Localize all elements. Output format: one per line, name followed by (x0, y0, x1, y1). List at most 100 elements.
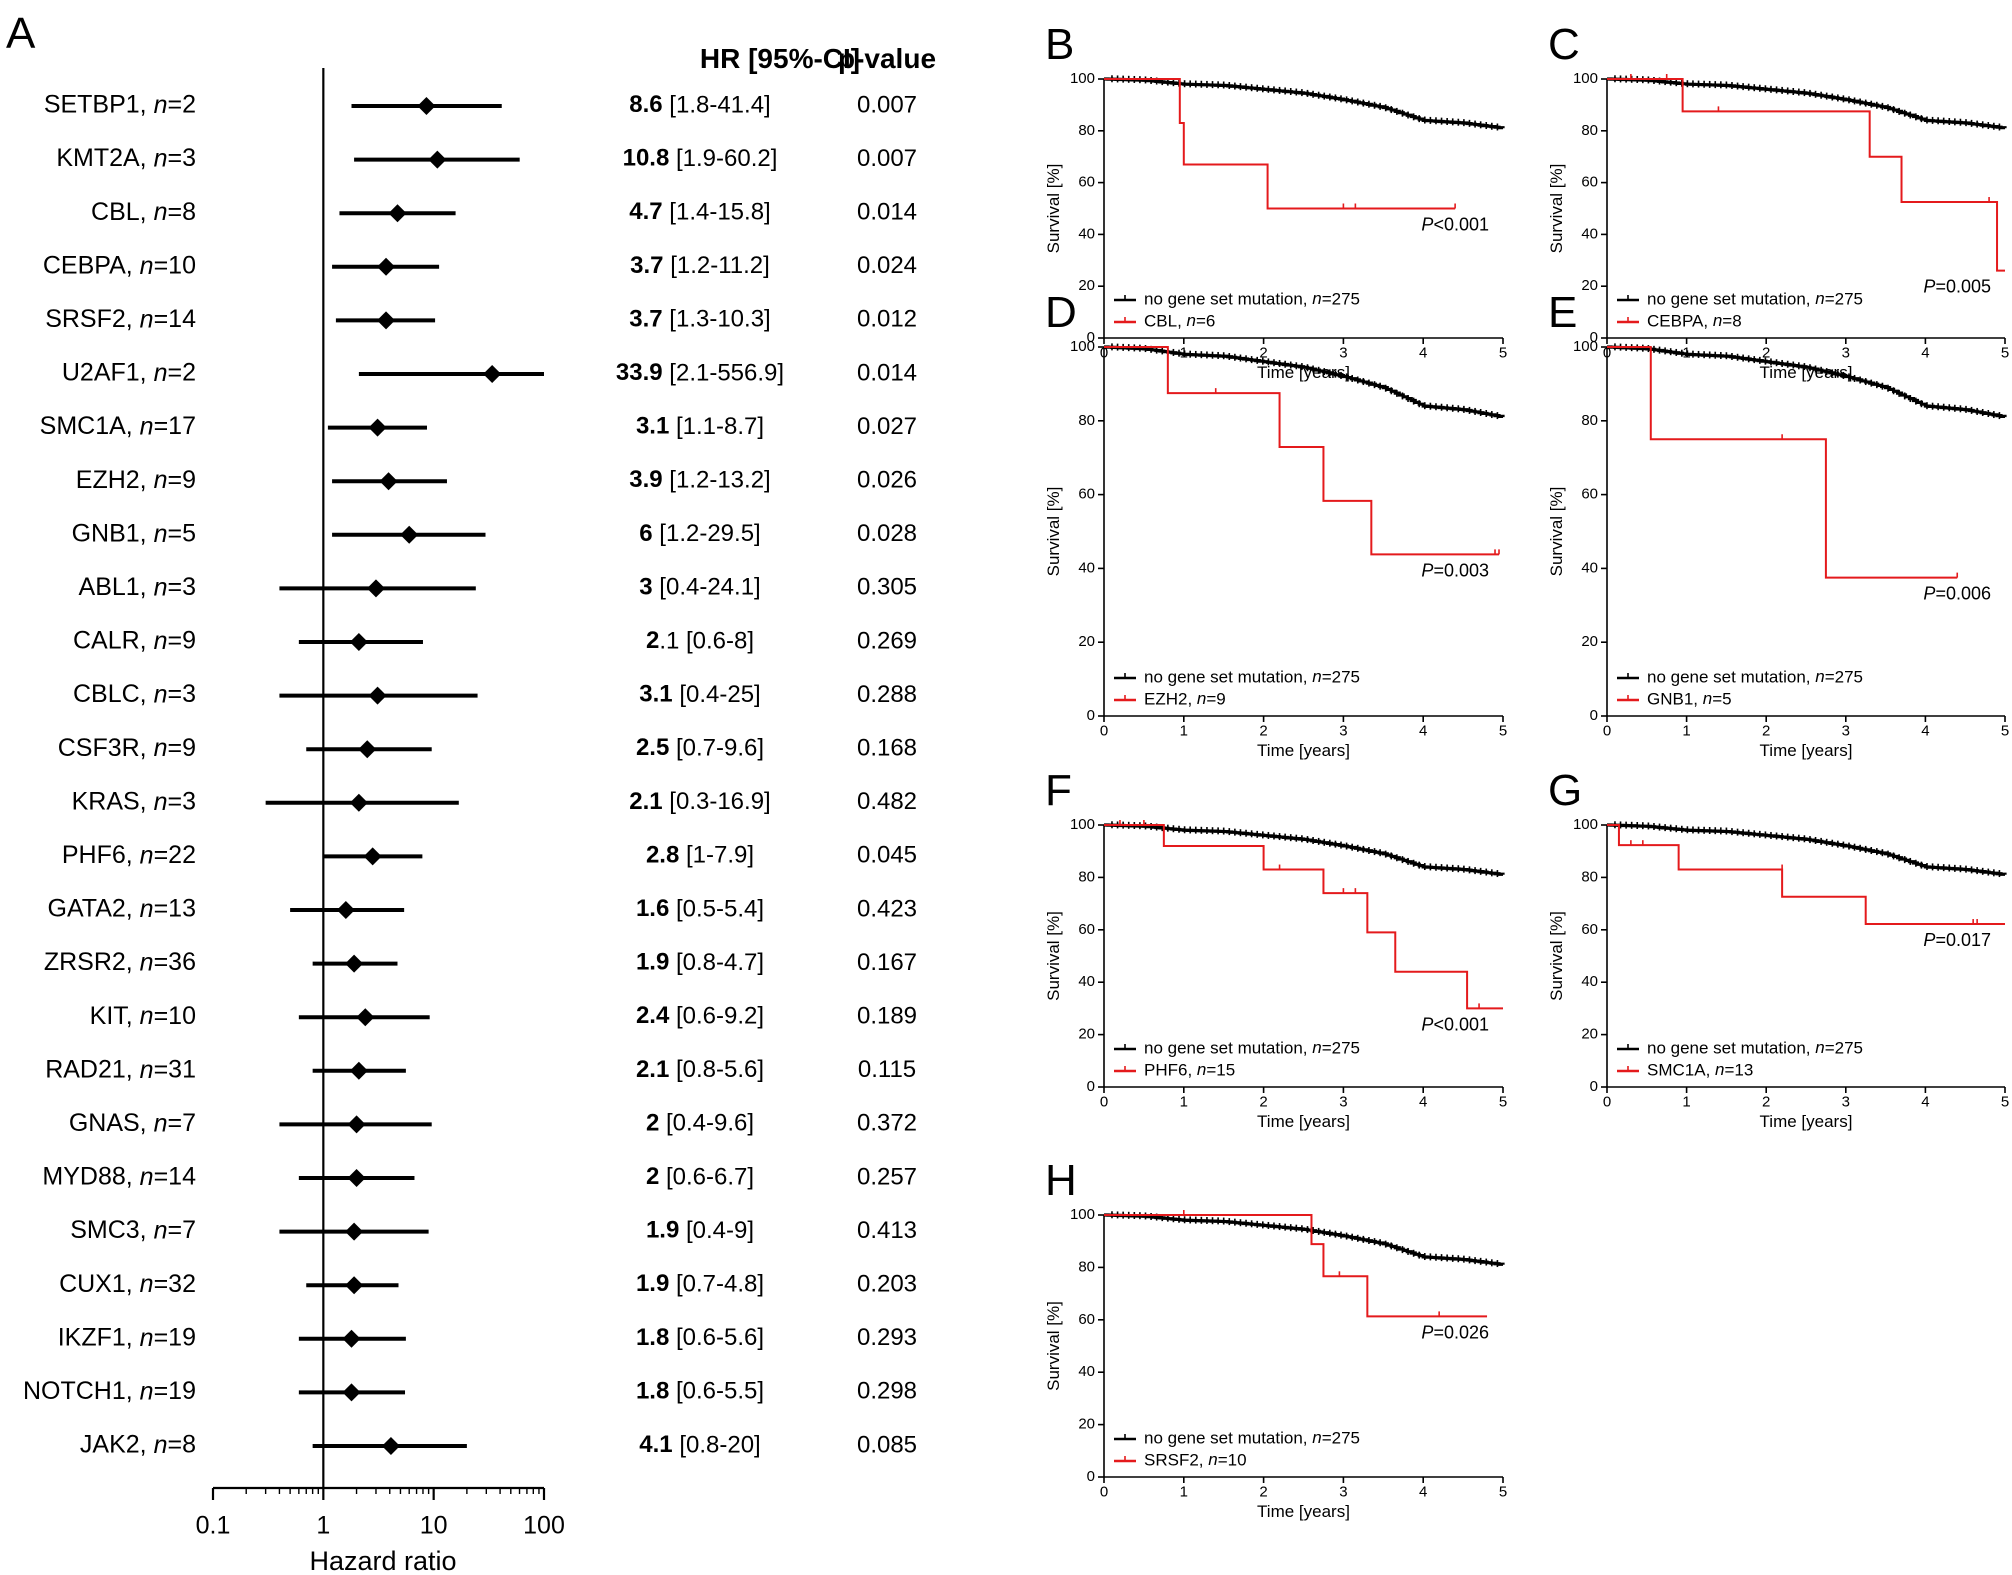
km-y-tick-label: 60 (1078, 486, 1095, 503)
km-y-tick-label: 0 (1590, 1078, 1598, 1095)
km-x-tick-label: 5 (1499, 344, 1507, 361)
hr-value: 2 [0.6-6.7] (646, 1163, 754, 1190)
km-x-tick-label: 0 (1100, 1483, 1108, 1500)
gene-label: CEBPA, n=10 (43, 251, 196, 279)
km-y-tick-label: 40 (1581, 973, 1598, 990)
forest-row: CALR, n=9 2.1 [0.6-8] 0.269 (73, 627, 917, 655)
forest-x-tick-label: 1 (316, 1512, 330, 1540)
km-legend-label: GNB1, n=5 (1647, 689, 1732, 708)
panel-letter-b: B (1045, 20, 1074, 69)
forest-x-axis-title: Hazard ratio (309, 1546, 456, 1575)
p-value: 0.189 (857, 1003, 917, 1030)
km-reference-curve (1607, 77, 2007, 130)
km-x-tick-label: 1 (1682, 722, 1690, 739)
gene-label: KMT2A, n=3 (56, 144, 196, 172)
hr-value: 2 [0.4-9.6] (646, 1110, 754, 1137)
gene-label: KRAS, n=3 (72, 787, 196, 815)
panel-a: A HR [95%-CI] p-value SETBP1, n=2 8.6 [1.… (6, 9, 936, 1575)
km-x-tick-label: 1 (1180, 1483, 1188, 1500)
hr-value: 1.9 [0.4-9] (646, 1217, 754, 1244)
km-x-tick-label: 0 (1603, 1093, 1611, 1110)
hr-value: 1.9 [0.8-4.7] (636, 949, 764, 976)
km-y-tick-label: 20 (1581, 633, 1598, 650)
km-x-tick-label: 2 (1762, 722, 1770, 739)
hr-marker (358, 740, 377, 759)
panel-letter-h: H (1045, 1156, 1077, 1205)
km-x-tick-label: 5 (1499, 1093, 1507, 1110)
hr-marker (363, 847, 382, 866)
panel-letter-c: C (1548, 20, 1580, 69)
gene-label: CBL, n=8 (91, 198, 196, 226)
hr-marker (379, 472, 398, 491)
km-legend-label: PHF6, n=15 (1144, 1060, 1235, 1079)
km-y-tick-label: 80 (1581, 868, 1598, 885)
km-y-tick-label: 20 (1581, 277, 1598, 294)
km-mutation-curve (1607, 824, 2005, 926)
forest-row: CSF3R, n=9 2.5 [0.7-9.6] 0.168 (58, 734, 917, 762)
p-value: 0.413 (857, 1217, 917, 1244)
hr-value: 1.9 [0.7-4.8] (636, 1271, 764, 1298)
hr-value: 3.1 [1.1-8.7] (636, 413, 764, 440)
km-y-tick-label: 80 (1078, 412, 1095, 429)
gene-label: CUX1, n=32 (59, 1270, 196, 1298)
km-y-tick-label: 80 (1078, 868, 1095, 885)
km-y-tick-label: 100 (1070, 816, 1095, 833)
forest-row: SRSF2, n=14 3.7 [1.3-10.3] 0.012 (45, 305, 917, 333)
km-y-axis-title: Survival [%] (1547, 164, 1566, 254)
km-legend-label: no gene set mutation, n=275 (1647, 667, 1863, 686)
p-value: 0.168 (857, 735, 917, 762)
gene-label: CALR, n=9 (73, 627, 196, 655)
gene-label: EZH2, n=9 (76, 466, 196, 494)
hr-marker (347, 1169, 366, 1187)
km-y-tick-label: 40 (1078, 225, 1095, 242)
km-y-tick-label: 60 (1581, 921, 1598, 938)
p-value: 0.203 (857, 1271, 917, 1298)
forest-row: JAK2, n=8 4.1 [0.8-20] 0.085 (80, 1431, 917, 1459)
km-y-tick-label: 80 (1581, 122, 1598, 139)
hr-value: 2.1 [0.8-5.6] (636, 1056, 764, 1083)
hr-value: 1.6 [0.5-5.4] (636, 895, 764, 922)
hr-marker (347, 1115, 366, 1134)
hr-marker (345, 954, 364, 973)
km-x-tick-label: 2 (1762, 1093, 1770, 1110)
km-y-tick-label: 80 (1581, 412, 1598, 429)
p-value: 0.372 (857, 1110, 917, 1137)
gene-label: GATA2, n=13 (48, 895, 196, 923)
km-y-tick-label: 80 (1078, 1258, 1095, 1275)
km-mutation-curve (1104, 1214, 1488, 1318)
gene-label: CBLC, n=3 (73, 680, 196, 708)
km-legend-label: SMC1A, n=13 (1647, 1060, 1753, 1079)
km-reference-curve (1104, 77, 1505, 130)
hr-marker (349, 1061, 368, 1080)
km-x-tick-label: 3 (1339, 1093, 1347, 1110)
km-mutation-curve (1104, 346, 1500, 556)
gene-label: KIT, n=10 (90, 1002, 196, 1030)
hr-marker (368, 418, 387, 437)
km-legend-label: no gene set mutation, n=275 (1144, 667, 1360, 686)
forest-x-tick-label: 100 (523, 1512, 565, 1540)
km-y-tick-label: 0 (1590, 329, 1598, 346)
km-x-tick-label: 5 (1499, 722, 1507, 739)
km-x-axis-title: Time [years] (1760, 363, 1853, 382)
km-y-tick-label: 20 (1078, 1416, 1095, 1433)
km-y-axis-title: Survival [%] (1547, 911, 1566, 1001)
km-x-tick-label: 2 (1259, 1483, 1267, 1500)
p-value: 0.115 (858, 1056, 916, 1083)
forest-row: ZRSR2, n=36 1.9 [0.8-4.7] 0.167 (44, 948, 917, 976)
p-value: 0.305 (857, 574, 917, 601)
km-y-tick-label: 40 (1581, 225, 1598, 242)
km-y-axis-title: Survival [%] (1044, 164, 1063, 254)
forest-row: KRAS, n=3 2.1 [0.3-16.9] 0.482 (72, 787, 917, 815)
panel-letter-d: D (1045, 288, 1077, 337)
km-y-tick-label: 60 (1078, 1311, 1095, 1328)
forest-x-tick-label: 10 (420, 1512, 448, 1540)
p-value: 0.085 (857, 1431, 917, 1458)
km-x-tick-label: 2 (1259, 722, 1267, 739)
km-legend-label: CEBPA, n=8 (1647, 311, 1742, 330)
km-y-tick-label: 0 (1087, 1468, 1095, 1485)
km-reference-curve (1104, 1213, 1505, 1266)
km-y-tick-label: 100 (1070, 1206, 1095, 1223)
p-value: 0.293 (857, 1324, 917, 1351)
km-y-tick-label: 100 (1573, 816, 1598, 833)
